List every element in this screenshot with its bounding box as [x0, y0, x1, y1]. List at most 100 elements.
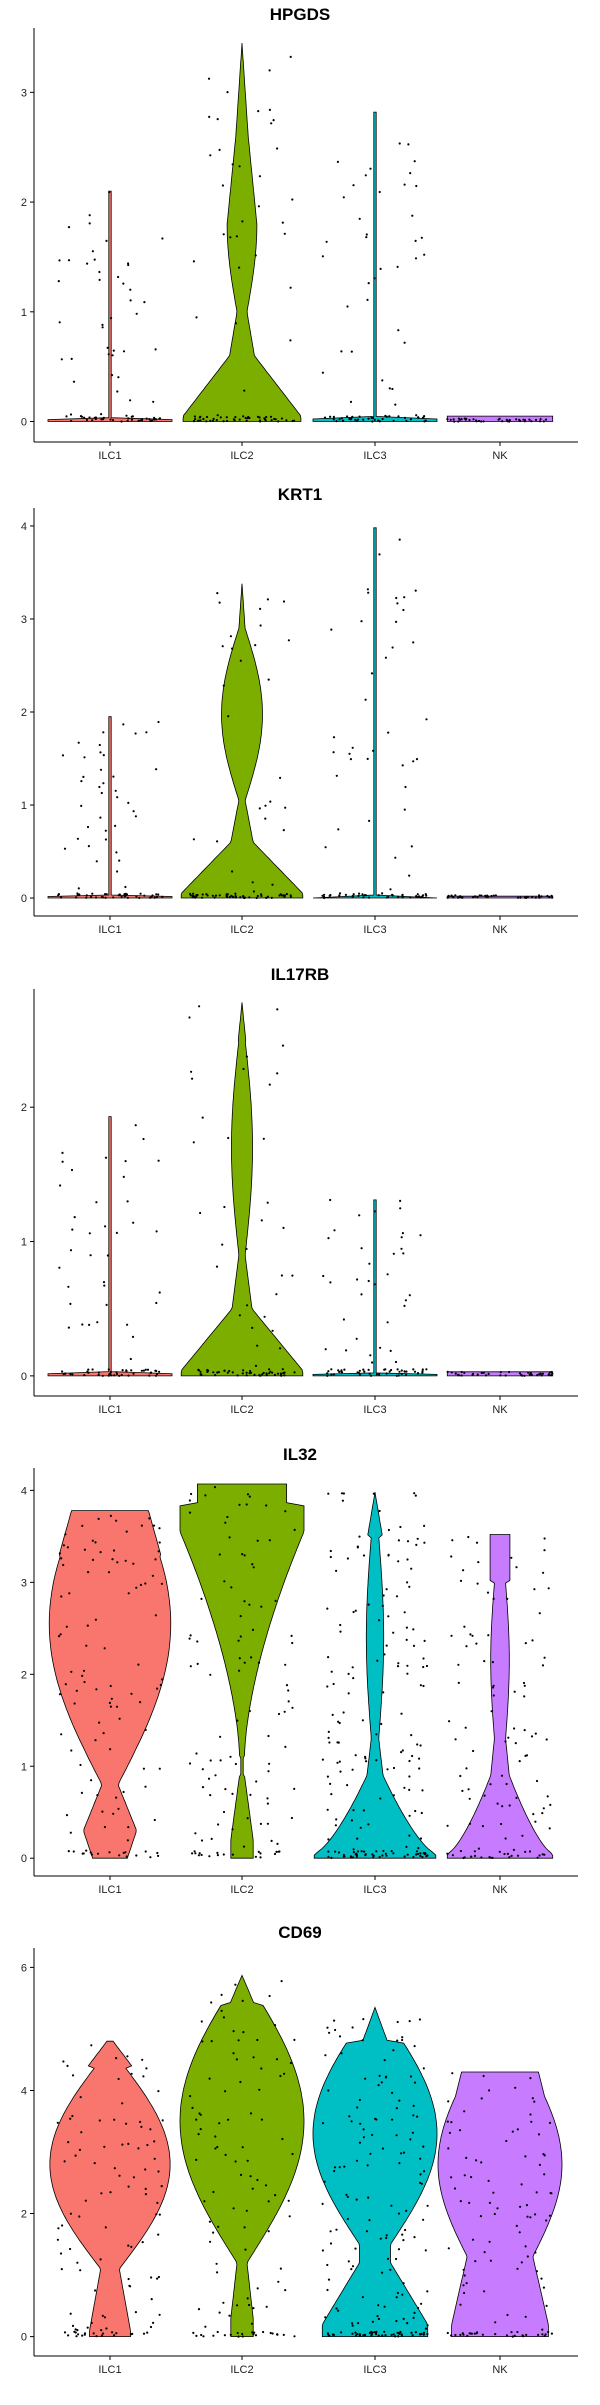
data-point [381, 2147, 384, 2150]
data-point [98, 743, 101, 747]
data-point [330, 628, 333, 631]
data-point [526, 2215, 529, 2218]
data-point [482, 420, 485, 423]
data-point [408, 1775, 411, 1778]
data-point [283, 1710, 286, 1713]
data-point [321, 894, 324, 897]
data-point [354, 418, 357, 421]
data-point [252, 2307, 255, 2310]
data-point [263, 1315, 266, 1318]
data-point [118, 1854, 121, 1857]
data-point [404, 785, 407, 789]
data-point [416, 895, 419, 899]
data-point [203, 2200, 206, 2203]
data-point [500, 1822, 503, 1826]
data-point [266, 895, 269, 898]
data-point [281, 1044, 285, 1047]
data-point [228, 2314, 231, 2317]
data-point [535, 2191, 538, 2194]
data-point [271, 1371, 274, 1374]
data-point [259, 607, 262, 611]
data-point [388, 415, 391, 418]
data-point [403, 1786, 406, 1789]
data-point [415, 1543, 418, 1546]
data-point [500, 1774, 504, 1777]
data-point [326, 2288, 329, 2292]
data-point [245, 1247, 248, 1250]
data-point [339, 1630, 342, 1633]
data-point [336, 1761, 339, 1764]
data-point [511, 2335, 514, 2338]
data-point [256, 1539, 259, 1542]
data-point [238, 266, 241, 269]
data-point [129, 2333, 132, 2336]
data-point [276, 1842, 279, 1845]
data-point [350, 1819, 353, 1822]
data-point [262, 2330, 265, 2334]
y-tick-label: 4 [21, 521, 27, 533]
data-point [113, 2334, 116, 2337]
data-point [402, 1252, 405, 1255]
data-point [476, 2331, 479, 2334]
data-point [209, 1794, 212, 1797]
data-point [365, 236, 368, 239]
data-point [274, 2194, 277, 2197]
data-point [327, 1656, 330, 1659]
data-point [413, 160, 416, 163]
data-point [510, 2331, 513, 2334]
data-point [63, 2331, 67, 2334]
data-point [144, 1728, 147, 1731]
data-point [333, 2019, 336, 2022]
data-point [202, 2335, 205, 2338]
data-point [321, 255, 324, 258]
data-point [124, 1559, 127, 1562]
violin-ilc2 [180, 1002, 304, 1377]
data-point [384, 656, 387, 659]
data-point [273, 2024, 277, 2027]
data-point [327, 1492, 330, 1495]
data-point [480, 894, 483, 897]
data-point [256, 894, 259, 898]
data-point [268, 1994, 271, 1998]
data-point [191, 1852, 194, 1855]
violin-ilc3 [312, 1199, 438, 1377]
data-point [249, 1793, 252, 1796]
data-point [139, 1583, 142, 1586]
data-point [367, 1603, 370, 1606]
data-point [284, 1510, 287, 1513]
data-point [216, 1851, 219, 1854]
data-point [111, 2331, 114, 2334]
data-point [153, 2140, 156, 2143]
data-point [275, 1850, 278, 1853]
data-point [84, 2199, 87, 2202]
data-point [515, 1796, 518, 1799]
data-point [127, 2185, 130, 2188]
data-point [359, 1826, 362, 1829]
data-point [334, 1824, 337, 1827]
data-point [103, 2145, 106, 2148]
data-point [419, 2181, 422, 2184]
data-point [548, 2121, 552, 2124]
data-point [425, 1368, 428, 1371]
data-point [219, 1735, 222, 1738]
data-point [383, 1368, 386, 1371]
data-point [260, 894, 263, 898]
data-point [127, 2244, 130, 2247]
data-point [338, 1760, 341, 1763]
data-point [539, 1372, 542, 1375]
data-point [422, 894, 425, 897]
data-point [405, 1626, 408, 1629]
data-point [327, 2089, 330, 2092]
data-point [343, 1368, 346, 1371]
data-point [95, 2335, 98, 2338]
data-point [333, 1229, 336, 1232]
data-point [337, 2309, 340, 2312]
data-point [201, 893, 204, 896]
x-tick-label-ilc3: ILC3 [363, 924, 386, 936]
data-point [360, 1850, 363, 1853]
data-point [354, 1609, 357, 1612]
data-point [346, 305, 349, 308]
data-point [280, 1274, 283, 1277]
data-point [492, 1597, 495, 1600]
